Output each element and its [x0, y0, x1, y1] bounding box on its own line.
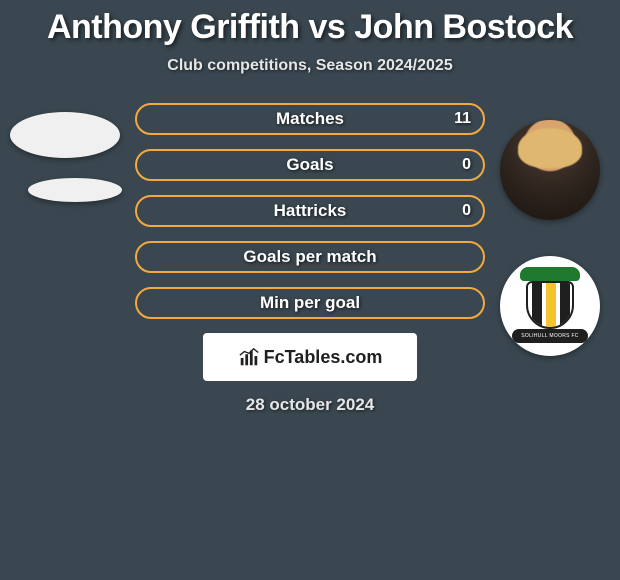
date-label: 28 october 2024	[0, 395, 620, 415]
right-club-badge: SOLIHULL MOORS FC	[500, 256, 600, 356]
chart-icon	[238, 346, 260, 368]
stat-value-right: 11	[454, 110, 471, 128]
left-club-badge	[28, 178, 122, 202]
subtitle: Club competitions, Season 2024/2025	[0, 57, 620, 75]
stat-bar: Matches 11	[135, 103, 485, 135]
stat-value-right: 0	[462, 202, 471, 220]
brand-logo[interactable]: FcTables.com	[203, 333, 417, 381]
stat-label: Goals per match	[243, 247, 376, 267]
crest-ribbon-text: SOLIHULL MOORS FC	[512, 329, 588, 343]
brand-text: FcTables.com	[264, 347, 383, 368]
stat-bar: Goals 0	[135, 149, 485, 181]
stat-bar: Hattricks 0	[135, 195, 485, 227]
stat-label: Hattricks	[274, 201, 347, 221]
stat-bar: Min per goal	[135, 287, 485, 319]
stat-label: Matches	[276, 109, 344, 129]
stat-bar: Goals per match	[135, 241, 485, 273]
stat-label: Min per goal	[260, 293, 360, 313]
left-player-avatar	[10, 112, 120, 158]
page-title: Anthony Griffith vs John Bostock	[0, 8, 620, 47]
right-player-avatar	[500, 120, 600, 220]
stat-value-right: 0	[462, 156, 471, 174]
stat-label: Goals	[286, 155, 333, 175]
